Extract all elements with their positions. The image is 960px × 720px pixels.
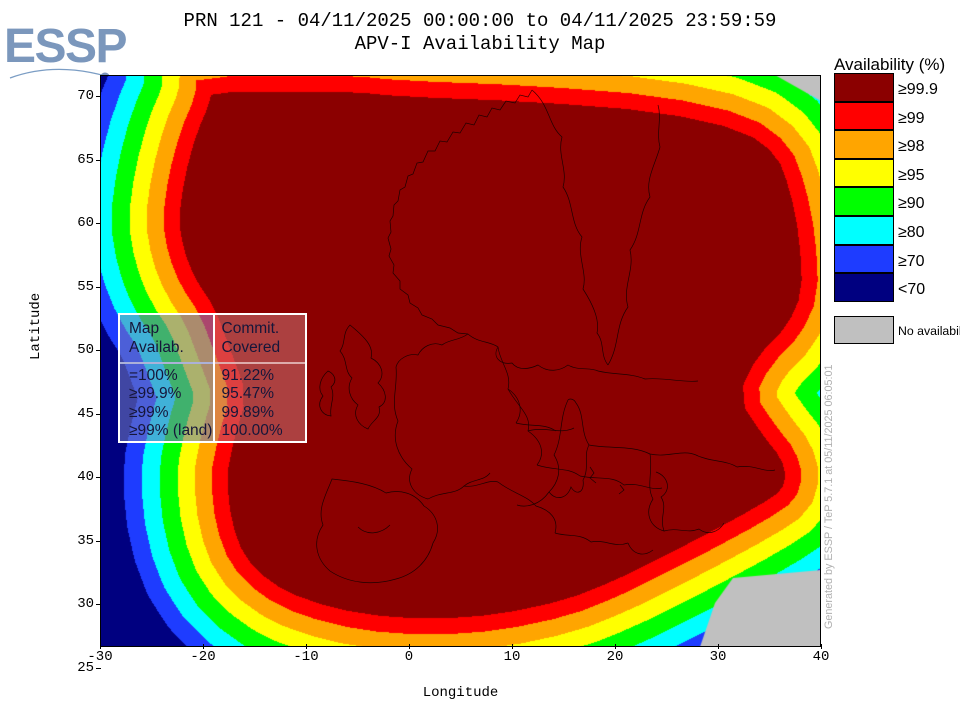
svg-text:ESSP: ESSP [4, 20, 127, 73]
